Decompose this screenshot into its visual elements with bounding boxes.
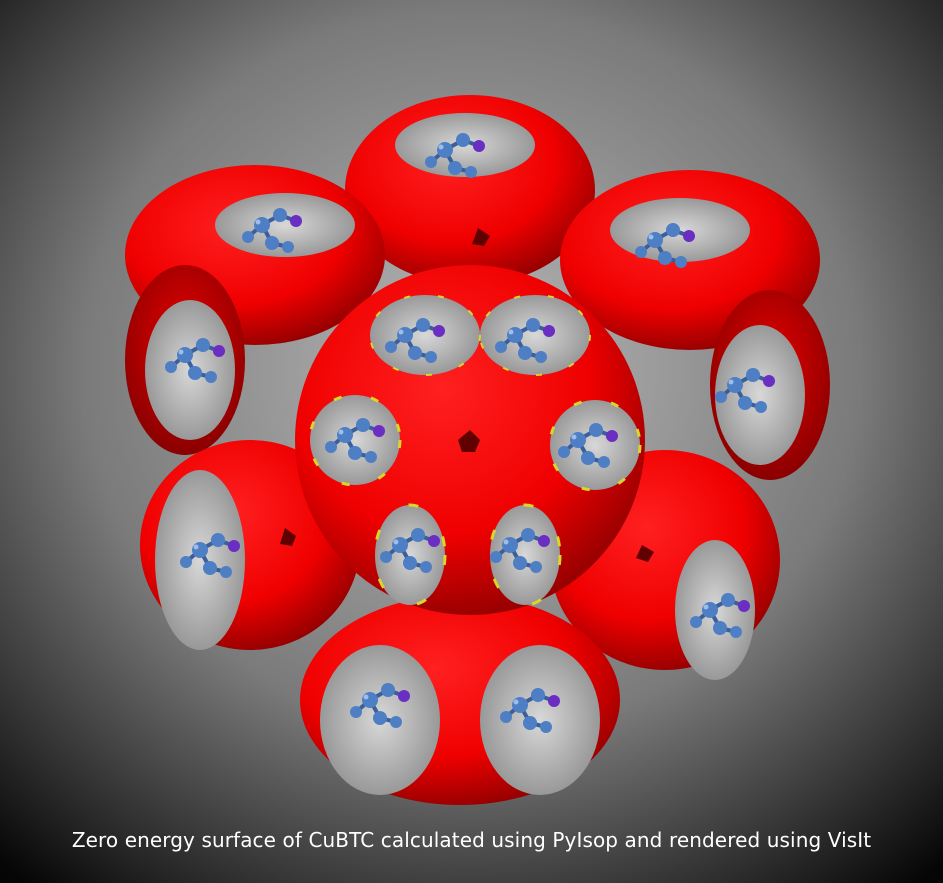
figure-caption: Zero energy surface of CuBTC calculated … xyxy=(71,828,872,852)
